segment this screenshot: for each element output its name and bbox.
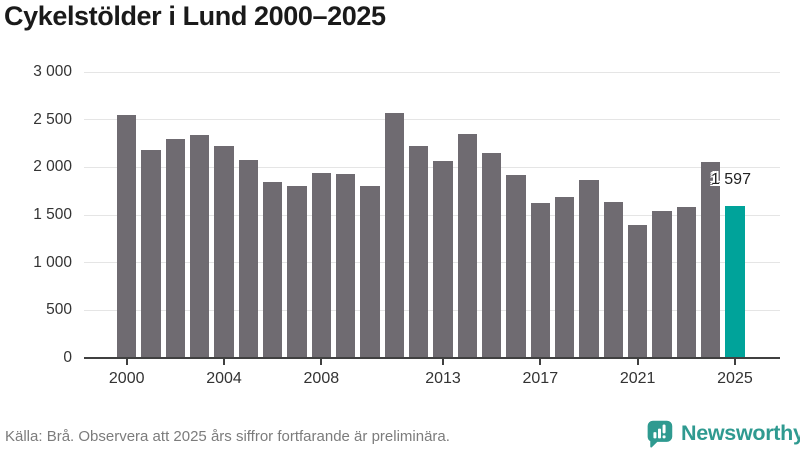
x-axis-tick bbox=[733, 359, 736, 365]
gridline bbox=[84, 214, 780, 216]
bar-2003 bbox=[189, 134, 210, 358]
bar-2012 bbox=[408, 146, 429, 358]
x-axis-label: 2017 bbox=[522, 370, 559, 387]
x-axis-tick bbox=[636, 359, 639, 365]
gridline bbox=[84, 166, 780, 168]
bar-2020 bbox=[603, 201, 624, 358]
gridline bbox=[84, 262, 780, 264]
bar-2019 bbox=[579, 179, 599, 358]
bar-2022 bbox=[652, 211, 672, 358]
x-axis-tick bbox=[539, 359, 542, 365]
newsworthy-logo-icon bbox=[647, 420, 673, 448]
logo-exclamation-dot bbox=[662, 434, 666, 438]
gridline bbox=[84, 71, 780, 73]
bar-2024 bbox=[700, 161, 721, 358]
x-axis-label: 2004 bbox=[206, 370, 242, 387]
value-label-2025: 1 597 bbox=[710, 170, 751, 188]
bar-2015 bbox=[481, 153, 502, 358]
logo-bar-tall bbox=[658, 428, 661, 438]
x-axis-tick bbox=[320, 359, 323, 365]
x-axis-tick bbox=[223, 359, 226, 365]
bar-2006 bbox=[262, 181, 283, 358]
bar-2021 bbox=[627, 225, 648, 358]
bar-2000 bbox=[116, 114, 137, 358]
source-note: Källa: Brå. Observera att 2025 års siffr… bbox=[5, 428, 450, 445]
x-axis-label: 2000 bbox=[108, 370, 145, 387]
x-axis-label: 2025 bbox=[717, 370, 753, 387]
bar-2004 bbox=[214, 146, 234, 358]
bar-2014 bbox=[457, 133, 478, 358]
bar-2011 bbox=[384, 112, 405, 358]
y-axis-label: 2 000 bbox=[33, 158, 72, 176]
bar-2010 bbox=[360, 186, 380, 358]
bar-2016 bbox=[506, 174, 526, 358]
x-axis-label: 2008 bbox=[303, 370, 340, 387]
gridline bbox=[84, 309, 780, 311]
y-axis-label: 1 500 bbox=[33, 206, 72, 223]
bar-2009 bbox=[335, 174, 356, 358]
bar-2017 bbox=[530, 202, 551, 358]
logo-bar-short bbox=[653, 431, 657, 438]
x-axis-label: 2013 bbox=[425, 370, 461, 387]
newsworthy-logo: Newsworthy bbox=[645, 418, 800, 448]
bar-2018 bbox=[554, 196, 575, 358]
bar-2013 bbox=[433, 160, 453, 358]
x-axis-line bbox=[84, 357, 780, 359]
chart-title: Cykelstölder i Lund 2000–2025 bbox=[4, 1, 386, 31]
y-axis-label: 0 bbox=[63, 349, 72, 366]
bar-2007 bbox=[287, 186, 307, 358]
x-axis-tick bbox=[125, 359, 128, 365]
logo-exclamation-bar bbox=[662, 423, 666, 433]
bar-2023 bbox=[676, 207, 697, 358]
bar-2008 bbox=[311, 173, 332, 358]
y-axis-label: 2 500 bbox=[33, 110, 72, 128]
y-axis-label: 3 000 bbox=[33, 63, 72, 80]
gridline bbox=[84, 119, 780, 121]
bar-2001 bbox=[141, 150, 161, 358]
y-axis-label: 500 bbox=[46, 301, 72, 319]
x-axis-tick bbox=[441, 359, 444, 365]
y-axis-label: 1 000 bbox=[33, 253, 72, 271]
x-axis-label: 2021 bbox=[619, 370, 656, 387]
bar-2025 bbox=[725, 205, 745, 358]
bar-2002 bbox=[165, 138, 186, 358]
newsworthy-logo-text: Newsworthy bbox=[681, 420, 800, 445]
bar-2005 bbox=[238, 159, 259, 358]
